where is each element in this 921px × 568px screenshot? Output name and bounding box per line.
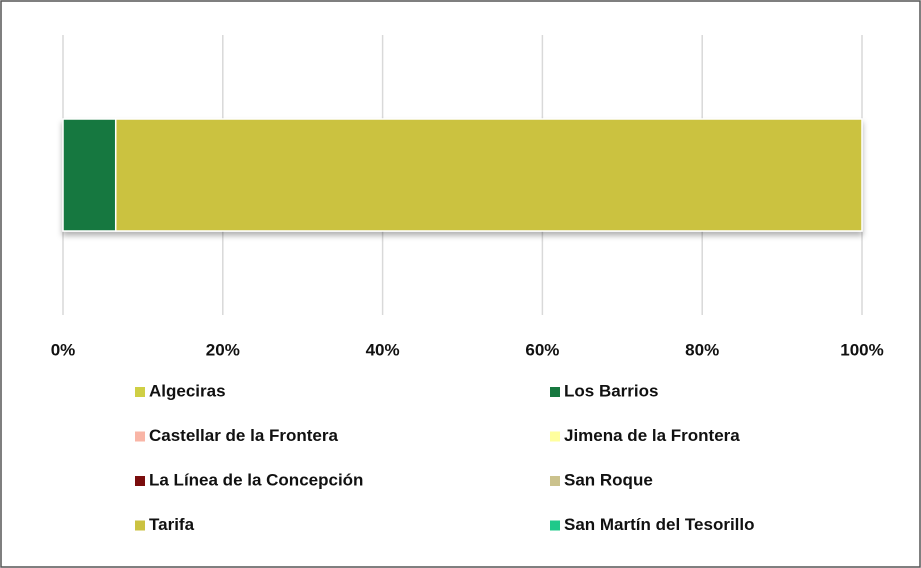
x-tick-label: 60% [525, 340, 559, 359]
x-tick-label: 100% [840, 340, 883, 359]
legend-label: Los Barrios [564, 381, 658, 400]
legend-label: San Roque [564, 470, 653, 489]
legend-marker [135, 476, 145, 486]
legend-label: Algeciras [149, 381, 226, 400]
bar-segment [62, 118, 117, 232]
legend-marker [550, 387, 560, 397]
legend-marker [550, 520, 560, 531]
x-tick-label: 20% [206, 340, 240, 359]
x-tick-label: 0% [51, 340, 76, 359]
legend-label: La Línea de la Concepción [149, 470, 363, 489]
legend-marker [135, 387, 145, 397]
legend-marker [135, 520, 145, 531]
legend-label: San Martín del Tesorillo [564, 515, 755, 534]
x-tick-label: 40% [366, 340, 400, 359]
bar-segment [114, 118, 863, 232]
x-tick-label: 80% [685, 340, 719, 359]
legend-marker [135, 431, 145, 442]
legend-label: Jimena de la Frontera [564, 426, 740, 445]
legend-marker [550, 431, 560, 442]
legend-marker [550, 476, 560, 486]
legend-label: Castellar de la Frontera [149, 426, 339, 445]
legend-label: Tarifa [149, 515, 195, 534]
